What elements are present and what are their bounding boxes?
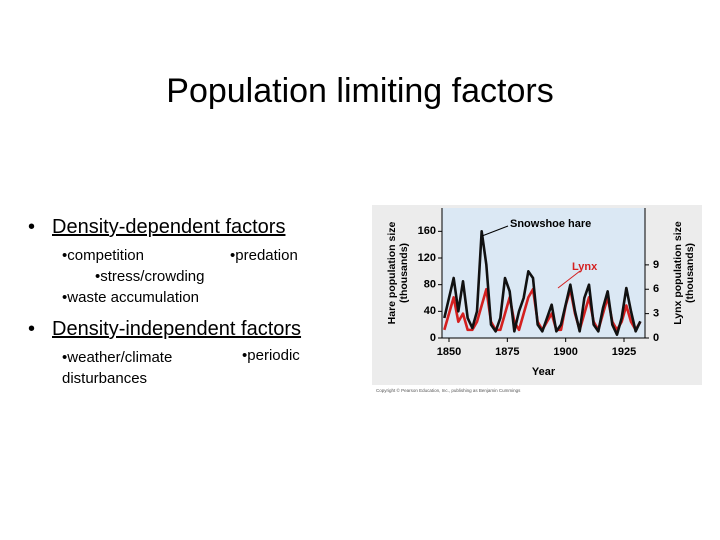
- y-tick-label: 120: [418, 252, 436, 264]
- annotation-arrow: [481, 225, 509, 237]
- x-tick-label: 1925: [612, 346, 636, 358]
- bullet-item: weather/climate disturbances: [62, 347, 202, 389]
- y2-tick-label: 3: [653, 308, 659, 320]
- bullet-heading: Density-dependent factors: [28, 216, 286, 239]
- y2-axis-label: (thousands): [684, 243, 696, 303]
- bullet-heading: Density-independent factors: [28, 318, 301, 341]
- bullet-item: stress/crowding: [95, 268, 204, 285]
- y-tick-label: 80: [424, 279, 436, 291]
- series-line: [443, 230, 642, 336]
- credit: Copyright © Pearson Education, Inc., pub…: [376, 387, 521, 393]
- y-axis-label: Hare population size: [386, 222, 398, 325]
- y-tick-label: 160: [418, 225, 436, 237]
- x-tick-label: 1900: [553, 346, 577, 358]
- annotation: Snowshoe hare: [510, 218, 591, 230]
- x-tick-label: 1850: [437, 346, 461, 358]
- annotation-arrow: [557, 270, 581, 289]
- y2-tick-label: 0: [653, 332, 659, 344]
- x-axis-label: Year: [532, 366, 556, 378]
- annotation: Lynx: [572, 261, 598, 273]
- y2-axis-label: Lynx population size: [672, 221, 684, 325]
- bullet-item: predation: [230, 247, 298, 264]
- bullet-item: periodic: [242, 347, 300, 364]
- bullet-item: waste accumulation: [62, 289, 199, 306]
- y2-tick-label: 9: [653, 259, 659, 271]
- x-tick-label: 1875: [495, 346, 519, 358]
- y-tick-label: 40: [424, 305, 436, 317]
- bullet-item: competition: [62, 247, 144, 264]
- slide-title: Population limiting factors: [166, 72, 554, 110]
- y2-tick-label: 6: [653, 283, 659, 295]
- y-axis-label: (thousands): [398, 243, 410, 303]
- y-tick-label: 0: [430, 332, 436, 344]
